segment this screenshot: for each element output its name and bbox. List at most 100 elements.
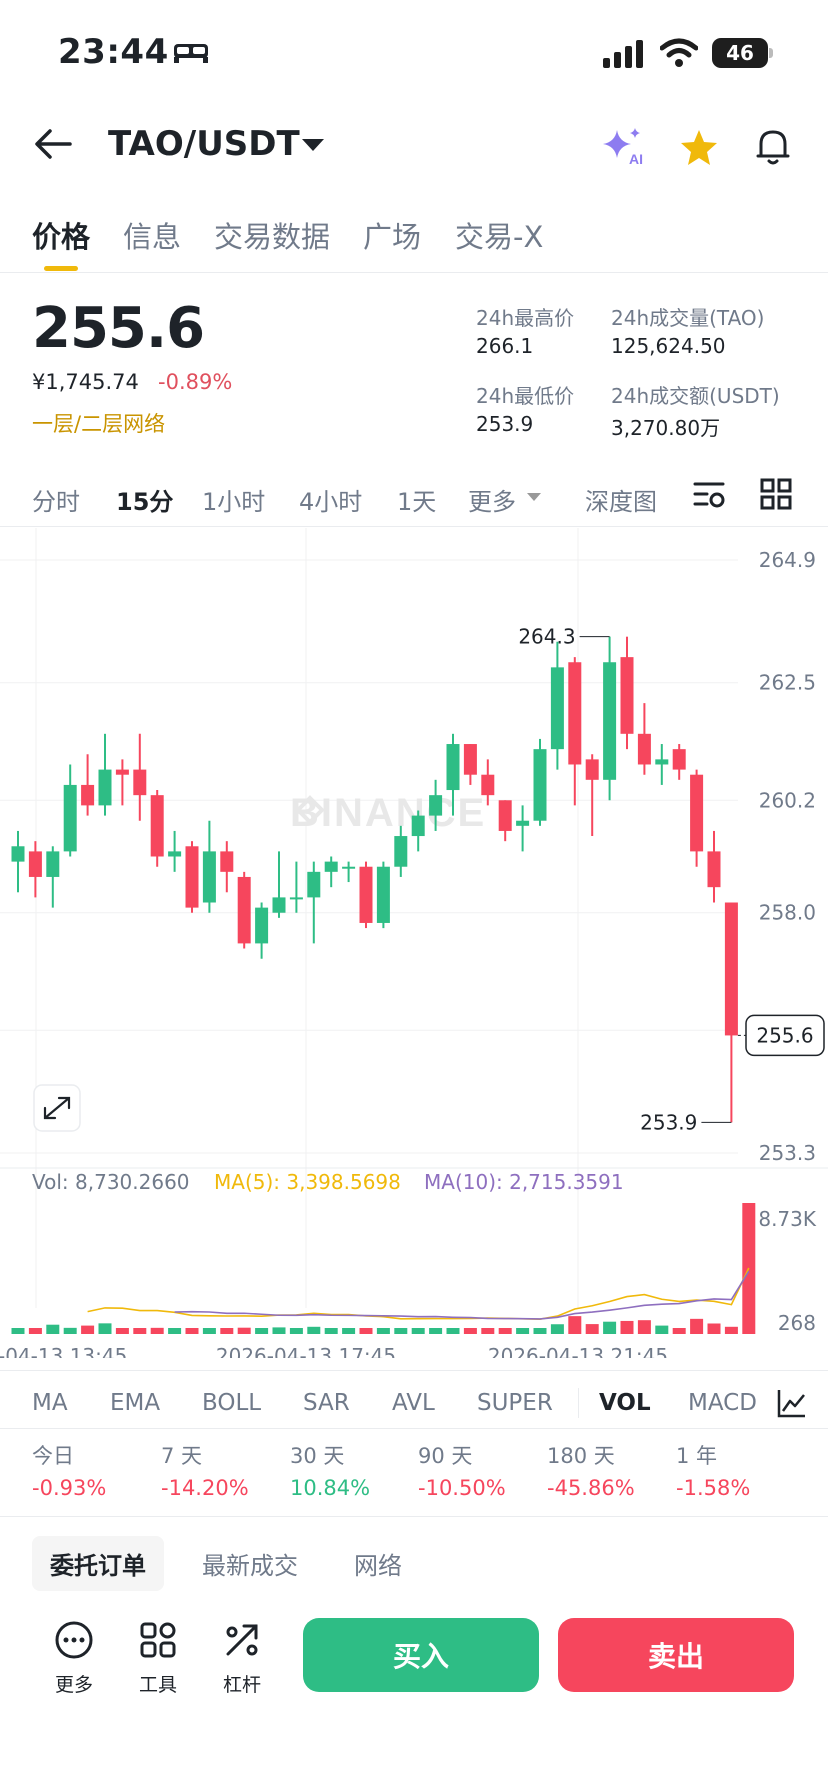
candle-body bbox=[342, 866, 356, 869]
candle-body bbox=[637, 733, 651, 765]
volume-bar bbox=[272, 1327, 286, 1334]
interval-time-sharing[interactable]: 分时 bbox=[32, 488, 80, 516]
tab-latest-trades[interactable]: 最新成交 bbox=[202, 1552, 298, 1580]
performance-label: 30 天 bbox=[290, 1444, 345, 1468]
indicator-super[interactable]: SUPER bbox=[477, 1390, 553, 1416]
performance-label: 1 年 bbox=[676, 1444, 718, 1468]
ai-sparkle-icon[interactable]: AI bbox=[601, 126, 645, 166]
candle-body bbox=[533, 749, 547, 821]
y-tick-label: 258.0 bbox=[759, 901, 816, 925]
candle-body bbox=[516, 820, 530, 826]
indicator-settings-icon[interactable] bbox=[776, 1387, 808, 1419]
candle-body bbox=[289, 897, 303, 900]
volume-bar bbox=[637, 1320, 651, 1334]
tab-network[interactable]: 网络 bbox=[354, 1552, 402, 1580]
trading-pair-title[interactable]: TAO/USDT bbox=[108, 124, 300, 164]
volume-bar bbox=[98, 1323, 112, 1334]
candle-body bbox=[550, 667, 564, 750]
svg-text:AI: AI bbox=[629, 151, 643, 166]
low-24h-value: 253.9 bbox=[476, 412, 534, 436]
wifi-icon bbox=[660, 38, 698, 67]
performance-label: 7 天 bbox=[161, 1444, 203, 1468]
volume-bar bbox=[533, 1328, 547, 1334]
indicator-avl[interactable]: AVL bbox=[392, 1390, 435, 1416]
tools-action[interactable]: 工具 bbox=[126, 1620, 190, 1697]
layout-grid-icon[interactable] bbox=[760, 478, 792, 510]
candle-body bbox=[429, 795, 443, 816]
candle-body bbox=[168, 851, 182, 857]
volume-bar bbox=[603, 1321, 617, 1334]
cellular-signal-icon bbox=[603, 40, 643, 68]
indicator-macd[interactable]: MACD bbox=[688, 1390, 757, 1416]
candle-body bbox=[28, 851, 42, 877]
interval-divider bbox=[0, 526, 828, 527]
sleep-focus-icon bbox=[174, 44, 208, 63]
depth-chart-tab[interactable]: 深度图 bbox=[585, 488, 657, 516]
volume-bar bbox=[655, 1325, 669, 1334]
volume-bar bbox=[237, 1327, 251, 1334]
leverage-icon bbox=[226, 1624, 258, 1656]
low-24h-label: 24h最低价 bbox=[476, 384, 575, 408]
volume-bar bbox=[185, 1328, 199, 1334]
x-axis-label: 2026-04-13 21:45 bbox=[488, 1344, 668, 1358]
tab-open-orders[interactable]: 委托订单 bbox=[32, 1536, 164, 1591]
indicator-ma[interactable]: MA bbox=[32, 1390, 68, 1416]
volume-bar bbox=[255, 1328, 269, 1334]
volume-bar bbox=[690, 1318, 704, 1334]
leverage-action[interactable]: 杠杆 bbox=[210, 1620, 274, 1697]
interval-4h[interactable]: 4小时 bbox=[299, 488, 363, 516]
candle-body bbox=[481, 774, 495, 796]
y-tick-label: 264.9 bbox=[759, 548, 816, 572]
tab-square[interactable]: 广场 bbox=[363, 220, 422, 254]
indicator-vol[interactable]: VOL bbox=[599, 1390, 651, 1416]
more-action[interactable]: 更多 bbox=[42, 1620, 106, 1697]
volume-bar bbox=[568, 1316, 582, 1334]
volume-bar bbox=[463, 1328, 477, 1334]
buy-button[interactable]: 买入 bbox=[303, 1618, 539, 1692]
leverage-label: 杠杆 bbox=[222, 1674, 261, 1696]
tab-trading-data[interactable]: 交易数据 bbox=[214, 220, 331, 254]
price-change-percent: -0.89% bbox=[158, 370, 233, 394]
volume-bar bbox=[394, 1328, 408, 1334]
candle-body bbox=[446, 744, 460, 791]
kline-chart[interactable]: BINANCE264.9262.5260.2258.0255.7253.3264… bbox=[0, 528, 828, 1358]
volume-bar bbox=[46, 1324, 60, 1334]
y-tick-label: 262.5 bbox=[759, 671, 816, 695]
candle-body bbox=[463, 744, 477, 775]
tab-info[interactable]: 信息 bbox=[123, 220, 182, 254]
back-arrow-icon[interactable] bbox=[34, 128, 72, 160]
favorite-star-icon[interactable] bbox=[679, 128, 719, 166]
tab-price[interactable]: 价格 bbox=[32, 220, 91, 254]
candle-body bbox=[11, 846, 25, 862]
tools-label: 工具 bbox=[138, 1674, 177, 1696]
indicator-sar[interactable]: SAR bbox=[303, 1390, 350, 1416]
sell-button[interactable]: 卖出 bbox=[558, 1618, 794, 1692]
volume-bar bbox=[672, 1328, 686, 1334]
interval-1h[interactable]: 1小时 bbox=[202, 488, 266, 516]
indicator-boll[interactable]: BOLL bbox=[202, 1390, 262, 1416]
tab-trade-x[interactable]: 交易-X bbox=[455, 220, 544, 254]
y-tick-label: 253.3 bbox=[759, 1141, 816, 1165]
volume-value-label: Vol: 8,730.2660 bbox=[32, 1170, 190, 1194]
network-tag[interactable]: 一层/二层网络 bbox=[32, 412, 166, 436]
volume-bar bbox=[81, 1325, 95, 1334]
candle-body bbox=[202, 851, 216, 903]
interval-15m[interactable]: 15分 bbox=[116, 488, 174, 516]
cny-price: ¥1,745.74 bbox=[32, 370, 139, 394]
volume-bar bbox=[481, 1328, 495, 1334]
price-alert-bell-icon[interactable] bbox=[754, 126, 792, 166]
indicator-ema[interactable]: EMA bbox=[110, 1390, 161, 1416]
watermark-text: BINANCE bbox=[290, 791, 486, 835]
candle-body bbox=[585, 759, 599, 780]
volume-y-top-label: 8.73K bbox=[758, 1207, 817, 1231]
candle-body bbox=[690, 774, 704, 852]
active-tab-indicator bbox=[44, 266, 78, 271]
performance-value: -45.86% bbox=[547, 1476, 635, 1500]
candle-body bbox=[411, 815, 425, 837]
interval-more[interactable]: 更多 bbox=[468, 488, 516, 516]
candle-body bbox=[272, 897, 286, 913]
volume-bar bbox=[707, 1323, 721, 1334]
chart-settings-icon[interactable] bbox=[693, 478, 727, 512]
interval-1d[interactable]: 1天 bbox=[397, 488, 437, 516]
pair-dropdown-caret-icon[interactable] bbox=[302, 139, 324, 151]
